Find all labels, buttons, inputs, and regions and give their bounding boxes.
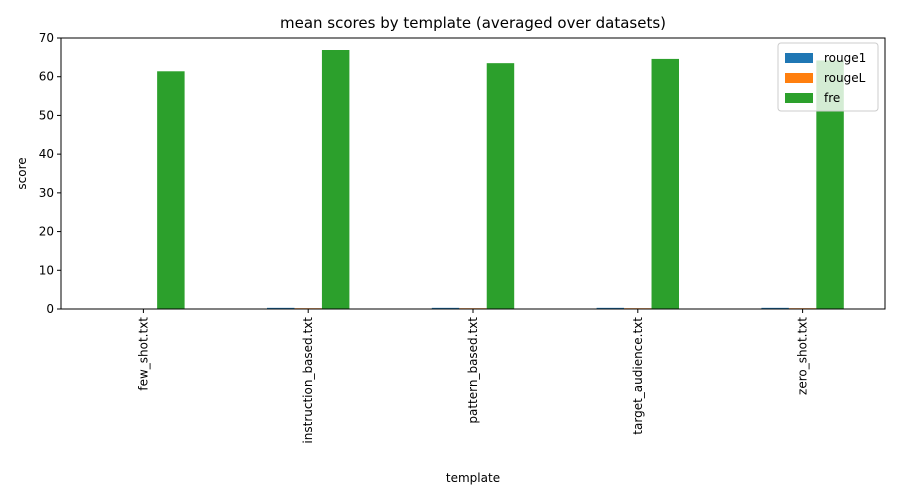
- y-tick-label: 50: [39, 108, 54, 122]
- x-tick-label: zero_shot.txt: [796, 317, 810, 395]
- y-tick-label: 10: [39, 263, 54, 277]
- bar-fre-0: [157, 71, 185, 309]
- y-axis-label: score: [15, 157, 29, 189]
- bar-fre-2: [486, 63, 515, 309]
- y-tick-label: 70: [39, 31, 54, 45]
- y-tick-label: 20: [39, 225, 54, 239]
- x-tick-label: pattern_based.txt: [466, 317, 480, 424]
- y-tick-label: 40: [39, 147, 54, 161]
- bar-rouge1-2: [431, 307, 460, 309]
- x-tick-label: target_audience.txt: [631, 317, 645, 435]
- legend-swatch-rougeL: [785, 73, 813, 83]
- bars-group: [102, 50, 844, 310]
- bar-rouge1-4: [761, 307, 789, 309]
- legend-swatch-fre: [785, 93, 813, 103]
- y-tick-label: 30: [39, 186, 54, 200]
- legend: rouge1 rougeL fre: [777, 42, 879, 112]
- y-tick-label: 0: [46, 302, 54, 316]
- legend-label-rouge1: rouge1: [824, 51, 866, 65]
- legend-label-fre: fre: [824, 91, 840, 105]
- x-tick-label: few_shot.txt: [136, 317, 150, 391]
- legend-label-rougeL: rougeL: [824, 71, 866, 85]
- x-axis-label: template: [446, 471, 500, 485]
- y-tick-label: 60: [39, 70, 54, 84]
- plot-area-frame: [60, 37, 886, 310]
- x-tick-label: instruction_based.txt: [301, 317, 315, 444]
- bar-rouge1-1: [267, 307, 295, 309]
- bar-rouge1-3: [596, 307, 625, 309]
- x-axis-ticks: few_shot.txt instruction_based.txt pattern…: [136, 309, 810, 444]
- bar-fre-1: [321, 50, 350, 309]
- bar-fre-3: [651, 58, 679, 309]
- y-axis-ticks: 0 10 20 30 40 50 60 70: [39, 31, 61, 316]
- legend-swatch-rouge1: [785, 53, 813, 63]
- chart-title: mean scores by template (averaged over d…: [280, 14, 666, 32]
